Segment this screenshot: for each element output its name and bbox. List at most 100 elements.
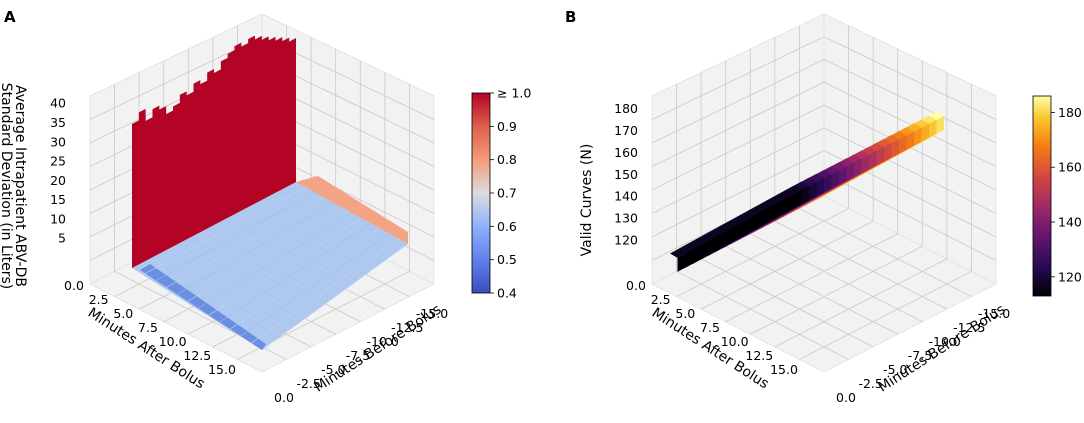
panel-b-colorbar-ticks: 120 140 160 180: [1051, 105, 1082, 284]
panel-a-lowest-band: [140, 264, 266, 350]
z-tick-label: 160: [614, 145, 638, 160]
y-tick-label: -12.5: [391, 320, 423, 335]
surface-stripe: [240, 233, 390, 337]
z-tick-label: 30: [50, 134, 66, 149]
x-tick-label: 15.0: [770, 362, 798, 377]
colorbar-tick-label: 0.9: [497, 119, 517, 134]
x-tick-label: 7.5: [138, 320, 158, 335]
surface-stripe: [153, 191, 315, 283]
colorbar-tick-label: 0.5: [497, 252, 517, 267]
gridline: [651, 127, 825, 214]
panel-a-stripes: [142, 186, 399, 344]
gridline: [676, 208, 849, 297]
gridline: [651, 81, 825, 167]
gridline: [750, 233, 923, 323]
panel-b-ticks: 0.02.55.07.510.012.515.00.0-2.5-5.0-7.5-…: [614, 101, 1010, 405]
gridline: [700, 220, 874, 310]
surface-stripe: [229, 228, 381, 330]
gridline: [823, 36, 997, 120]
panel-a-wall: [132, 35, 296, 268]
y-tick-label: -7.5: [908, 348, 932, 363]
colorbar-tick-label: 120: [1058, 269, 1082, 284]
gridline: [823, 127, 997, 214]
panel-b-colorbar: [1032, 95, 1052, 297]
colorbar-tick-label: 0.7: [497, 186, 517, 201]
gridline: [774, 220, 948, 310]
surface-step-face: [677, 189, 802, 272]
colorbar-tick-label: 0.6: [497, 219, 517, 234]
gridline: [651, 36, 825, 120]
gridline: [725, 245, 898, 335]
x-tick-label: 0.0: [626, 278, 646, 293]
surface-stripe: [250, 238, 399, 344]
z-tick-label: 35: [50, 115, 66, 130]
y-tick-label: 0.0: [274, 390, 294, 405]
z-tick-label: 5: [58, 231, 66, 246]
gridline: [823, 59, 997, 144]
y-tick-label: -15.0: [978, 306, 1010, 321]
z-tick-label: 10: [50, 211, 66, 226]
panel-a: A 0.02.55.07.510.012.515.00.0-2.5-5.0-7.…: [0, 8, 531, 405]
panel-b: B 0.02.55.07.510.012.515.00.0-2.5-5.0-7.…: [565, 8, 1082, 405]
gridline: [89, 36, 263, 120]
y-tick-label: -7.5: [346, 348, 370, 363]
y-tick-label: 0.0: [836, 390, 856, 405]
x-tick-label: 10.0: [721, 334, 749, 349]
y-tick-label: -15.0: [416, 306, 448, 321]
gridline: [823, 81, 997, 167]
x-tick-label: 12.5: [745, 348, 773, 363]
gridline: [651, 150, 825, 238]
z-tick-label: 120: [614, 232, 638, 247]
panel-b-surface: [670, 111, 944, 272]
z-tick-label: 15: [50, 192, 66, 207]
z-tick-label: 150: [614, 167, 638, 182]
panel-a-zlabel-line2: Standard Deviation (in Liters): [0, 83, 14, 290]
colorbar-tick-label: 180: [1058, 105, 1082, 120]
panel-a-zlabel-line1: Average Intrapatient ABV-DB: [12, 85, 28, 287]
gridline: [750, 245, 923, 335]
gridline: [700, 258, 874, 348]
z-tick-label: 40: [50, 96, 66, 111]
colorbar-tick-label: 0.4: [497, 286, 517, 301]
gridline: [676, 271, 849, 360]
colorbar-tick-label: 160: [1058, 160, 1082, 175]
y-tick-label: -12.5: [953, 320, 985, 335]
surface-stripe: [207, 217, 362, 317]
x-tick-label: 2.5: [89, 292, 109, 307]
x-tick-label: 5.0: [113, 306, 133, 321]
surface-stripe: [175, 202, 334, 296]
panel-a-high-ridge: [296, 176, 408, 244]
z-tick-label: 180: [614, 101, 638, 116]
z-tick-label: 170: [614, 123, 638, 138]
x-tick-label: 10.0: [159, 334, 187, 349]
colorbar-tick-label: 0.8: [497, 152, 517, 167]
z-tick-label: 130: [614, 211, 638, 226]
y-tick-label: -2.5: [858, 376, 882, 391]
z-tick-label: 20: [50, 173, 66, 188]
y-tick-label: -10.0: [928, 334, 960, 349]
x-tick-label: 0.0: [64, 278, 84, 293]
surface-stripe: [185, 207, 343, 303]
gridline: [823, 172, 997, 261]
x-tick-label: 12.5: [183, 348, 211, 363]
gridline: [774, 258, 948, 348]
gridline: [725, 233, 898, 323]
panel-b-zlabel: Valid Curves (N): [579, 144, 595, 257]
panel-a-colorbar-ticks: 0.4 0.5 0.6 0.7 0.8 0.9 ≥ 1.0: [490, 86, 531, 301]
y-tick-label: -5.0: [883, 362, 907, 377]
surface-stripe: [142, 186, 306, 276]
panel-a-ticks: 0.02.55.07.510.012.515.00.0-2.5-5.0-7.5-…: [50, 96, 448, 405]
panel-a-colorbar: [471, 92, 491, 294]
gridline: [799, 271, 972, 360]
x-tick-label: 15.0: [208, 362, 236, 377]
panel-a-surface: [132, 35, 408, 350]
x-tick-label: 5.0: [675, 306, 695, 321]
y-tick-label: -5.0: [321, 362, 345, 377]
z-tick-label: 140: [614, 189, 638, 204]
surface-strip: [670, 185, 802, 258]
surface-stripe: [164, 197, 325, 289]
x-tick-label: 2.5: [651, 292, 671, 307]
gridline: [651, 104, 825, 191]
surface-stripe: [218, 222, 371, 324]
